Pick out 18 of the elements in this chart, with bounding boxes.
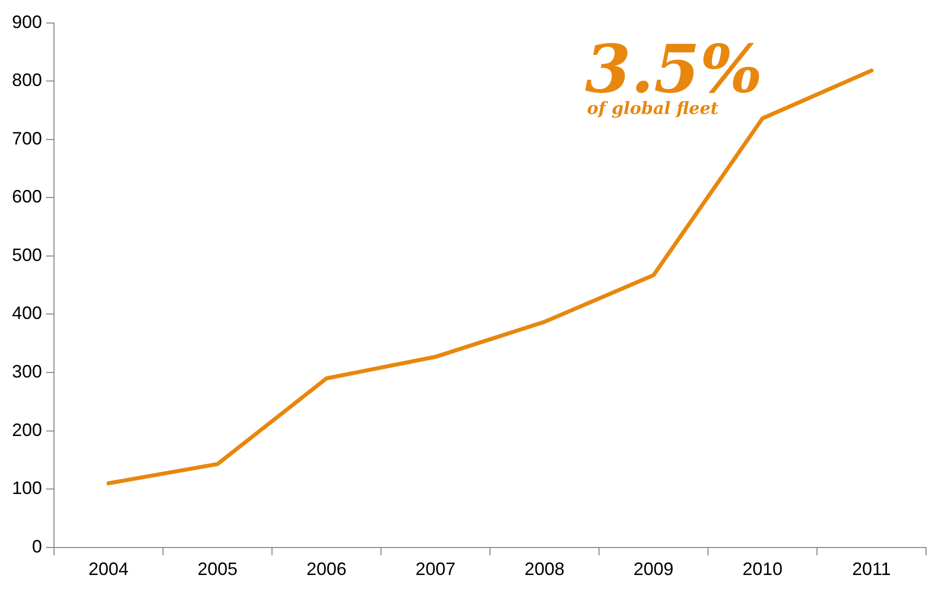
- y-tick-label: 100: [12, 478, 42, 498]
- y-tick-label: 0: [32, 536, 42, 556]
- y-tick-label: 400: [12, 303, 42, 324]
- x-tick-label: 2008: [524, 559, 565, 580]
- y-tick-label: 800: [12, 70, 42, 90]
- x-tick-label: 2011: [852, 559, 891, 580]
- y-tick-label: 200: [12, 420, 42, 440]
- y-tick-label: 500: [12, 244, 42, 265]
- x-tick-label: 2009: [633, 559, 674, 580]
- y-tick-label: 300: [12, 362, 42, 382]
- y-tick-label: 700: [12, 128, 42, 148]
- x-tick-label: 2010: [742, 559, 783, 580]
- x-tick-label: 2004: [88, 559, 129, 580]
- y-tick-label: 600: [12, 186, 42, 207]
- x-tick-label: 2005: [198, 559, 238, 580]
- x-tick-label: 2007: [415, 559, 456, 580]
- y-tick-label: 900: [12, 12, 42, 32]
- x-tick-label: 2006: [306, 559, 347, 580]
